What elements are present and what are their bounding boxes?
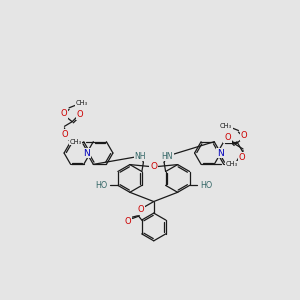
- Text: O: O: [224, 133, 231, 142]
- Text: N: N: [83, 148, 90, 158]
- Text: CH₃: CH₃: [226, 161, 238, 167]
- Text: CH₃: CH₃: [220, 123, 232, 129]
- Text: O: O: [62, 130, 69, 139]
- Text: HO: HO: [200, 181, 213, 190]
- Text: N: N: [218, 148, 224, 158]
- Text: NH: NH: [135, 152, 146, 160]
- Text: O: O: [241, 131, 247, 140]
- Text: HN: HN: [161, 152, 173, 160]
- Text: O: O: [76, 110, 83, 119]
- Text: O: O: [137, 205, 144, 214]
- Text: CH₃: CH₃: [70, 139, 82, 145]
- Text: O: O: [239, 153, 246, 162]
- Text: O: O: [150, 162, 157, 171]
- Text: CH₃: CH₃: [75, 100, 88, 106]
- Text: O: O: [60, 109, 67, 118]
- Text: O: O: [124, 217, 131, 226]
- Text: HO: HO: [95, 181, 107, 190]
